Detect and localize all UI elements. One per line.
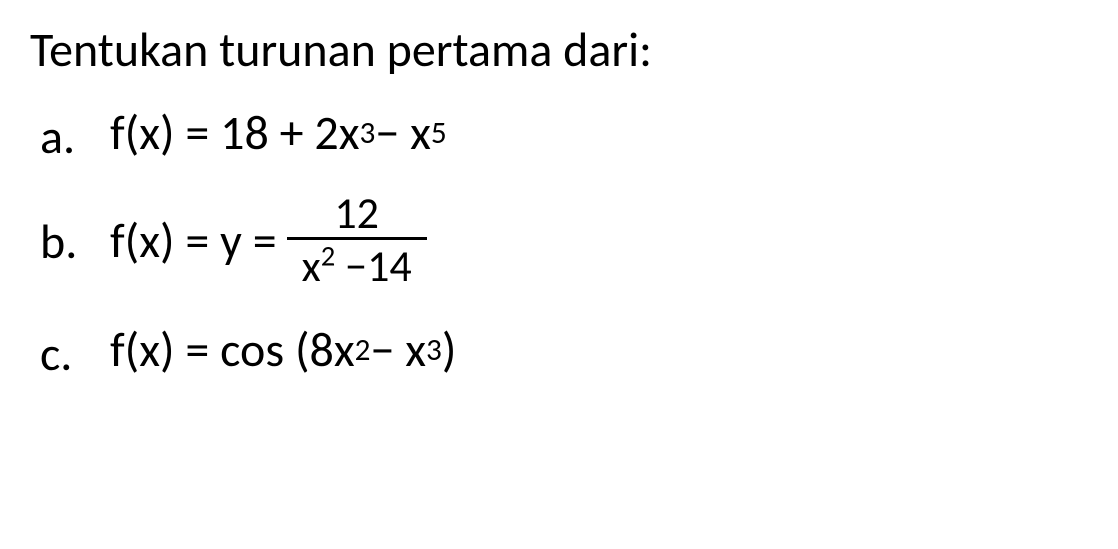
problem-a: a. f(x) = 18 + 2x3 − x5 bbox=[40, 99, 1088, 166]
lhs-b: f(x) = y = bbox=[110, 211, 277, 270]
fx-a: f(x) = 18 + 2x bbox=[110, 103, 360, 162]
problem-list: a. f(x) = 18 + 2x3 − x5 b. f(x) = y = 12… bbox=[30, 99, 1088, 383]
expression-b: f(x) = y = 12 x2 −14 bbox=[110, 191, 437, 290]
close-c: ) bbox=[442, 320, 457, 379]
fraction-b: 12 x2 −14 bbox=[287, 191, 427, 290]
denom-exp-b: 2 bbox=[321, 239, 336, 274]
minus-a: − x bbox=[375, 103, 431, 162]
problem-c: c. f(x) = cos (8x2 − x3) bbox=[40, 316, 1088, 383]
problem-b: b. f(x) = y = 12 x2 −14 bbox=[40, 181, 1088, 301]
denom-rest-b: −14 bbox=[335, 239, 411, 293]
minus-c: − x bbox=[370, 320, 426, 379]
denominator-b: x2 −14 bbox=[287, 240, 427, 290]
page-title: Tentukan turunan pertama dari: bbox=[30, 20, 1088, 79]
label-a: a. bbox=[40, 99, 110, 166]
label-c: c. bbox=[40, 316, 110, 383]
expression-a: f(x) = 18 + 2x3 − x5 bbox=[110, 103, 447, 162]
denom-base-b: x bbox=[302, 239, 321, 293]
expression-c: f(x) = cos (8x2 − x3) bbox=[110, 320, 456, 379]
numerator-b: 12 bbox=[319, 191, 394, 237]
label-b: b. bbox=[40, 212, 110, 271]
fx-c: f(x) = cos (8x bbox=[110, 320, 355, 379]
